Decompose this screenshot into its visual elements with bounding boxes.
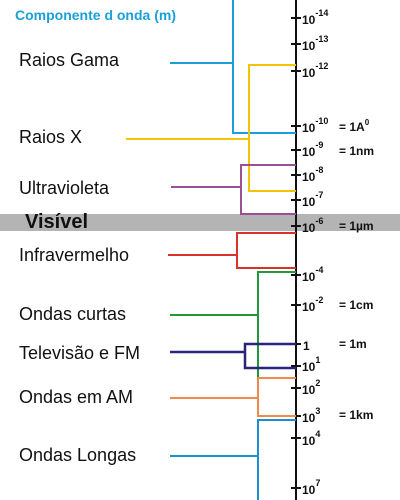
gamma-bracket xyxy=(232,0,296,134)
label-shortwave: Ondas curtas xyxy=(19,304,127,324)
tick-label: 102 xyxy=(302,378,321,397)
equiv-angstrom: = 1A0 xyxy=(339,118,370,134)
tick-label: 10-8 xyxy=(302,165,324,184)
tick-label: 107 xyxy=(302,478,321,497)
label-am: Ondas em AM xyxy=(19,387,134,407)
tick-label: 10-7 xyxy=(302,190,324,209)
tick-label: 103 xyxy=(302,406,321,425)
equiv-micrometer: = 1µm xyxy=(339,219,374,233)
tick-label: 10-4 xyxy=(302,265,324,284)
tick-label: 10-12 xyxy=(302,61,329,80)
equiv-nanometer: = 1nm xyxy=(339,144,375,158)
longwave-bracket xyxy=(257,419,296,500)
equiv-kilometer: = 1km xyxy=(339,408,374,422)
label-visible: Visível xyxy=(25,211,89,233)
am-bracket xyxy=(257,377,296,417)
tick-label: 10-6 xyxy=(302,216,324,235)
tick-label: 10-9 xyxy=(302,140,324,159)
label-longwave: Ondas Longas xyxy=(19,445,137,465)
label-ir: Infravermelho xyxy=(19,245,130,265)
label-gamma: Raios Gama xyxy=(19,50,120,70)
equiv-centimeter: = 1cm xyxy=(339,298,374,312)
tick-label: 10-13 xyxy=(302,34,329,53)
xray-bracket xyxy=(248,64,296,192)
equiv-meter: = 1m xyxy=(339,337,367,351)
label-tvfm: Televisão e FM xyxy=(19,343,141,363)
tick-label: 101 xyxy=(302,355,321,374)
shortwave-bracket xyxy=(257,271,296,378)
label-uv: Ultravioleta xyxy=(19,178,110,198)
tick-label: 10-14 xyxy=(302,8,329,27)
tick-label: 10-10 xyxy=(302,116,329,135)
uv-bracket xyxy=(240,164,296,215)
label-xray: Raios X xyxy=(19,127,83,147)
ir-bracket xyxy=(236,232,296,269)
tick-label: 104 xyxy=(302,429,321,448)
tvfm-bracket xyxy=(243,342,296,370)
diagram-title: Componente d onda (m) xyxy=(15,7,176,23)
tick-label: 1 xyxy=(303,339,310,353)
tick-label: 10-2 xyxy=(302,295,324,314)
